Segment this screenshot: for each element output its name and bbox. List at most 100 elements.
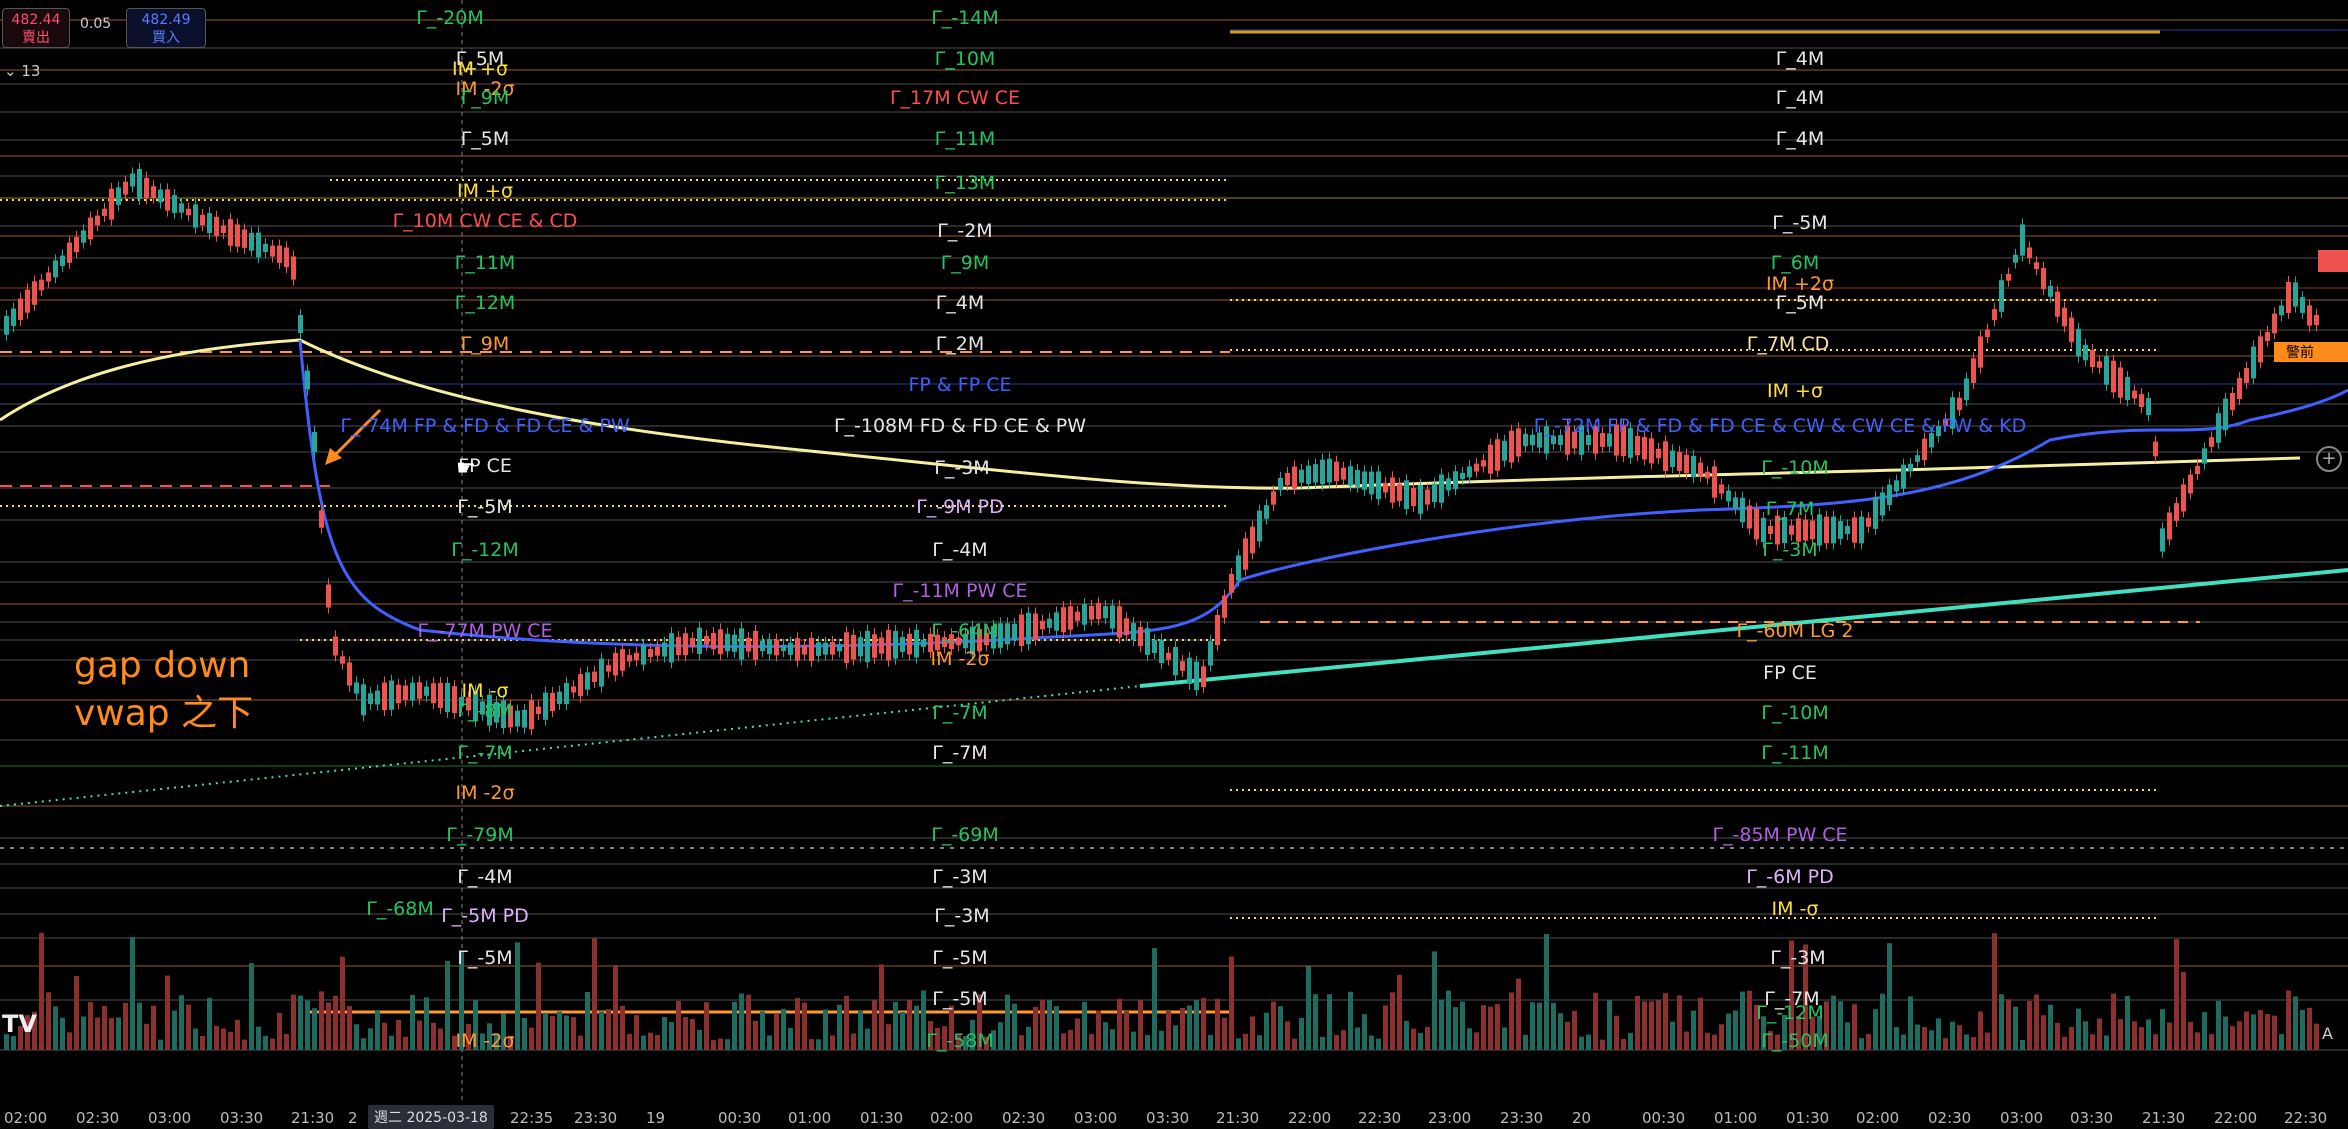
- volume-bar: [641, 1035, 646, 1050]
- volume-bar: [1614, 1015, 1619, 1050]
- candle-body: [823, 642, 828, 655]
- volume-bar: [711, 1039, 716, 1050]
- volume-bar: [1019, 1035, 1024, 1050]
- candle-body: [760, 640, 765, 652]
- volume-bar: [2027, 1001, 2032, 1050]
- candle-body: [1978, 336, 1983, 368]
- candle-body: [354, 682, 359, 694]
- volume-bar: [1999, 994, 2004, 1050]
- arrow-head-icon: [325, 448, 342, 465]
- candle-body: [1621, 424, 1626, 457]
- volume-bar: [1474, 1032, 1479, 1050]
- gamma-level-label: Γ_-5M: [457, 947, 512, 969]
- interval-value: 13: [21, 62, 41, 80]
- volume-bar: [200, 1035, 205, 1050]
- volume-bar: [214, 1026, 219, 1050]
- volume-bar: [1950, 1021, 1955, 1050]
- buy-price-button[interactable]: 482.49 買入: [126, 8, 206, 48]
- gamma-level-label: IM -2σ: [455, 78, 514, 100]
- volume-bar: [501, 1013, 506, 1050]
- candle-body: [1761, 517, 1766, 543]
- candle-body: [1334, 461, 1339, 482]
- candle-body: [2265, 331, 2270, 341]
- volume-bar: [963, 1036, 968, 1050]
- volume-bar: [1257, 1035, 1262, 1050]
- volume-bar: [634, 1015, 639, 1050]
- gamma-level-label: Γ_-74M FP & FD & FD CE & PW: [340, 415, 630, 437]
- volume-bar: [1355, 1027, 1360, 1050]
- auto-scale-button[interactable]: A: [2322, 1024, 2333, 1043]
- volume-bar: [2125, 995, 2130, 1050]
- tradingview-logo: TV: [2, 1010, 37, 1038]
- candle-body: [431, 683, 436, 704]
- candle-body: [837, 644, 842, 652]
- candle-body: [1145, 628, 1150, 655]
- volume-bar: [487, 1023, 492, 1050]
- gamma-level-label: Γ_4M: [1776, 87, 1825, 109]
- volume-bar: [1523, 1034, 1528, 1050]
- time-axis-label: 02:30: [1928, 1109, 1972, 1127]
- candle-body: [193, 204, 198, 228]
- candle-body: [32, 281, 37, 305]
- candle-body: [1845, 525, 1850, 535]
- candle-body: [123, 181, 128, 195]
- volume-bar: [1754, 1004, 1759, 1050]
- candle-body: [2209, 437, 2214, 447]
- candle-body: [648, 648, 653, 658]
- volume-bar: [1516, 978, 1521, 1050]
- candle-body: [1061, 607, 1066, 633]
- volume-bar: [2223, 1016, 2228, 1050]
- candle-body: [172, 195, 177, 213]
- volume-bar: [1488, 1006, 1493, 1050]
- candle-body: [1271, 491, 1276, 505]
- volume-bar: [81, 1016, 86, 1050]
- volume-bar: [928, 1021, 933, 1050]
- candle-body: [1873, 497, 1878, 529]
- sell-price-button[interactable]: 482.44 賣出: [2, 8, 70, 48]
- volume-bar: [473, 1000, 478, 1050]
- candle-body: [900, 636, 905, 652]
- volume-bar: [2160, 1009, 2165, 1050]
- time-axis-label: 03:00: [148, 1109, 192, 1127]
- candle-body: [2279, 305, 2284, 316]
- candle-body: [2223, 398, 2228, 431]
- candle-body: [2153, 441, 2158, 457]
- candle-body: [704, 636, 709, 645]
- volume-bar: [1145, 1035, 1150, 1050]
- volume-bar: [648, 1032, 653, 1050]
- gamma-level-label: Γ_-69M: [931, 824, 999, 846]
- volume-bar: [1894, 1027, 1899, 1050]
- volume-bar: [1439, 999, 1444, 1050]
- volume-bar: [1376, 1038, 1381, 1050]
- volume-bar: [2013, 1006, 2018, 1050]
- volume-bar: [1817, 1016, 1822, 1050]
- volume-bar: [1649, 1001, 1654, 1050]
- candle-body: [557, 691, 562, 704]
- gamma-level-label: Γ_-6M PD: [1746, 866, 1834, 888]
- candle-body: [858, 637, 863, 657]
- candle-body: [1803, 519, 1808, 541]
- candle-body: [165, 189, 170, 211]
- time-axis-label: 2: [348, 1109, 358, 1127]
- volume-bar: [2090, 1034, 2095, 1050]
- volume-bar: [305, 1000, 310, 1050]
- volume-bar: [1236, 1038, 1241, 1050]
- candle-body: [1488, 444, 1493, 474]
- candle-body: [1236, 555, 1241, 581]
- volume-bar: [998, 1022, 1003, 1050]
- gamma-level-label: Γ_-64M: [931, 620, 999, 642]
- gamma-level-label: Γ_-77M PW CE: [417, 620, 552, 642]
- gamma-level-label: Γ_-5M: [932, 947, 987, 969]
- volume-bar: [431, 1022, 436, 1050]
- interval-selector[interactable]: ⌄ 13: [4, 62, 40, 80]
- candle-body: [102, 208, 107, 216]
- gamma-level-label: Γ_7M: [1766, 498, 1815, 520]
- volume-bar: [1733, 1010, 1738, 1050]
- candle-body: [1985, 329, 1990, 338]
- zoom-in-icon[interactable]: +: [2316, 446, 2342, 472]
- volume-bar: [158, 1039, 163, 1050]
- candle-body: [144, 177, 149, 199]
- volume-bar: [725, 1039, 730, 1050]
- volume-bar: [2146, 1019, 2151, 1050]
